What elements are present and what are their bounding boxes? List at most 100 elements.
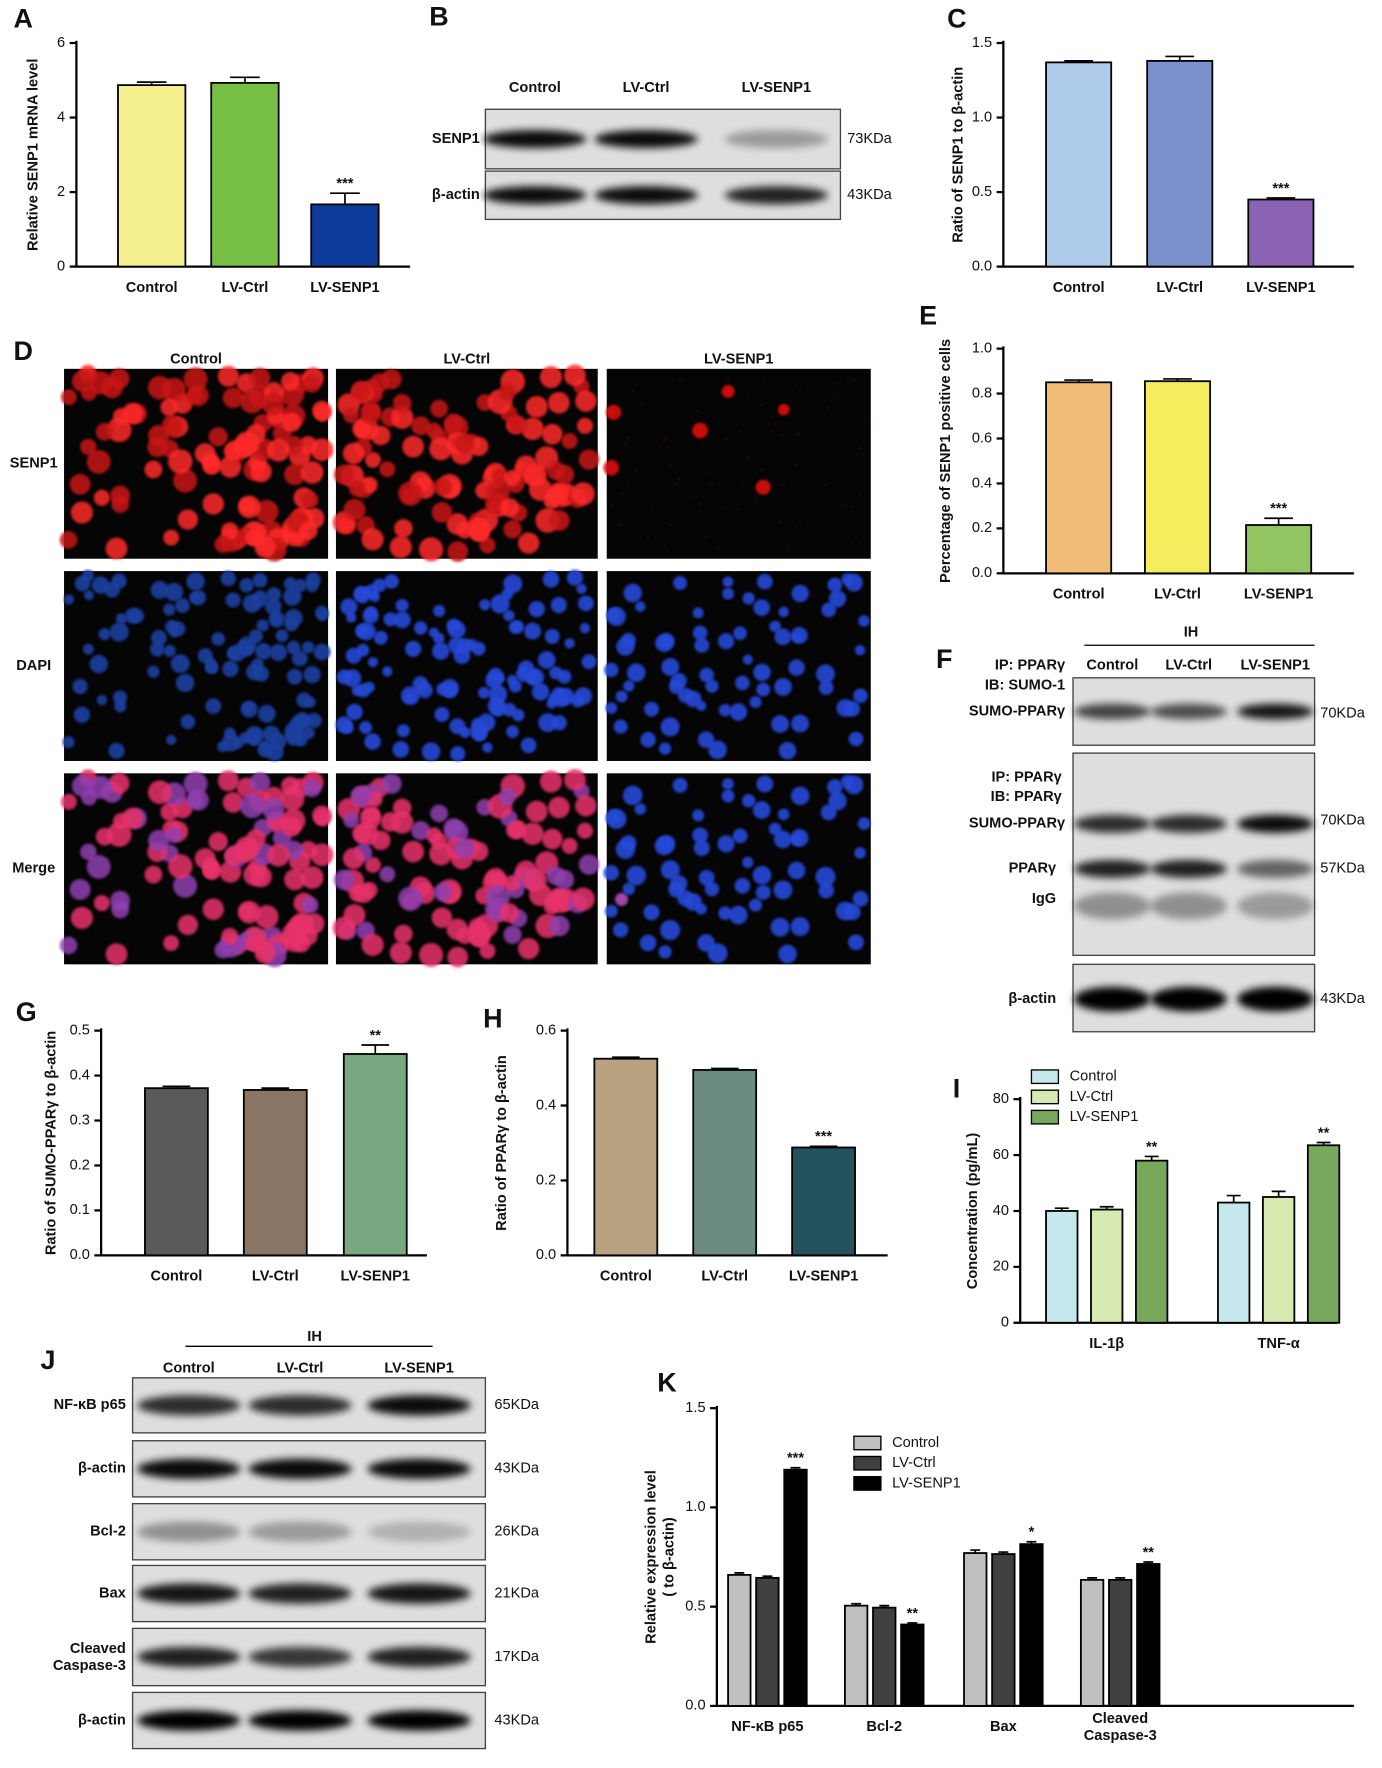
cell — [753, 498, 758, 502]
error-bar — [1264, 517, 1293, 526]
cell — [756, 682, 771, 697]
cell — [275, 629, 289, 643]
cell — [111, 573, 127, 589]
blot-membrane — [1072, 752, 1316, 957]
row-label: β-actin — [1008, 991, 1056, 1007]
cell — [502, 703, 517, 717]
cell — [168, 449, 193, 474]
cell — [148, 424, 170, 447]
x-tick-label: Control — [150, 1269, 202, 1285]
cell — [301, 641, 315, 654]
cell — [302, 726, 315, 740]
cell — [643, 904, 660, 921]
cell — [346, 612, 357, 623]
cell — [348, 479, 366, 497]
cell — [672, 777, 688, 793]
cell — [248, 733, 260, 746]
cell — [678, 379, 682, 383]
cell — [736, 508, 741, 512]
cell — [576, 583, 587, 594]
legend-label: LV-SENP1 — [1070, 1109, 1139, 1125]
cell — [333, 464, 355, 485]
error-bar — [851, 1602, 862, 1606]
row-label: NF-κB p65 — [54, 1397, 126, 1413]
cell — [778, 606, 789, 618]
cell — [640, 731, 656, 748]
error-bar — [136, 81, 167, 86]
cell — [774, 678, 792, 696]
cell — [815, 866, 836, 887]
row-label: SUMO-PPARγ — [969, 816, 1066, 832]
cell — [454, 433, 475, 454]
y-tick-label: 0.2 — [972, 520, 992, 536]
cell — [105, 537, 128, 560]
cell — [571, 887, 595, 911]
cell — [369, 591, 380, 603]
cell — [164, 582, 184, 602]
cell — [528, 601, 545, 618]
y-tick-label: 0.3 — [70, 1112, 90, 1128]
cell — [791, 714, 810, 733]
cell — [262, 797, 285, 821]
cell — [249, 367, 271, 389]
panel-label: F — [936, 644, 952, 674]
x-tick-label: Bcl-2 — [866, 1719, 902, 1735]
cell — [823, 470, 828, 474]
cell — [544, 628, 560, 644]
cell — [222, 387, 244, 409]
cell — [722, 778, 734, 791]
cell — [430, 804, 448, 823]
size-label: 43KDa — [847, 187, 893, 203]
panels: A Relative SENP1 mRNA level 0 2 4 6 Control LV-… — [10, 1, 1366, 1750]
row-label: SUMO-PPARγ — [969, 703, 1066, 719]
cell — [98, 627, 111, 641]
cell — [433, 477, 452, 497]
cell — [160, 398, 179, 417]
cell — [91, 576, 110, 594]
cell — [537, 651, 556, 669]
blot-band — [724, 130, 829, 149]
size-label: 70KDa — [1320, 706, 1366, 722]
cell — [183, 367, 208, 392]
cell — [576, 417, 593, 434]
cell — [400, 686, 420, 706]
cell — [166, 827, 182, 843]
cell — [769, 620, 781, 633]
bar — [242, 1089, 308, 1257]
cell — [398, 481, 423, 506]
cell — [525, 395, 548, 418]
error-bar — [998, 1551, 1009, 1555]
size-label: 26KDa — [494, 1524, 540, 1540]
error-bar — [1115, 1577, 1126, 1580]
cell — [828, 590, 847, 608]
error-bar — [734, 1572, 745, 1575]
size-label: 17KDa — [494, 1649, 540, 1665]
panel-label: C — [947, 4, 966, 34]
bar — [783, 1468, 808, 1707]
cell — [411, 416, 431, 436]
bar — [755, 1576, 780, 1707]
cell — [773, 830, 792, 849]
cell — [790, 626, 808, 644]
cell — [166, 734, 177, 745]
cell — [113, 690, 128, 705]
cell — [508, 415, 527, 434]
error-bar — [1099, 1205, 1114, 1210]
cell — [306, 712, 322, 729]
cell — [80, 438, 97, 456]
cell — [646, 535, 650, 540]
cell — [774, 628, 792, 646]
cell — [211, 632, 226, 646]
cell — [239, 903, 257, 920]
cell — [693, 839, 710, 856]
cell — [469, 722, 489, 741]
legend-swatch — [853, 1435, 882, 1451]
cell — [683, 491, 688, 495]
cell — [788, 659, 805, 676]
cell — [121, 807, 144, 830]
cell — [551, 715, 567, 731]
bar — [593, 1057, 659, 1257]
cell — [73, 706, 91, 724]
cell — [371, 425, 391, 446]
cell — [396, 724, 410, 738]
